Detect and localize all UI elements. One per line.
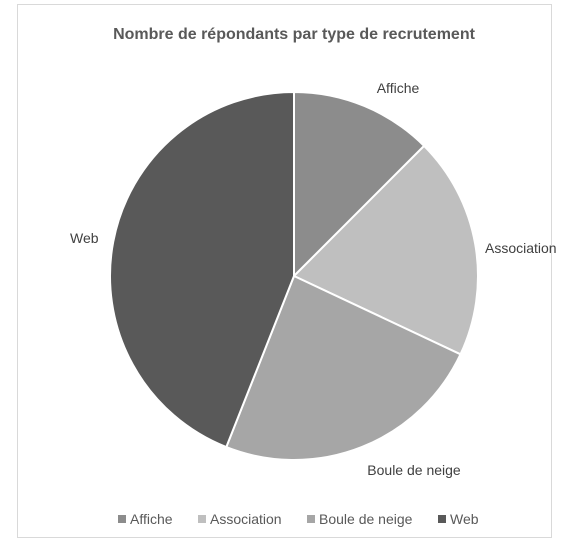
slice-label-association: Association bbox=[485, 240, 557, 256]
pie-slice-boule-de-neige bbox=[224, 274, 462, 461]
legend-item-boule-de-neige: Boule de neige bbox=[307, 511, 413, 527]
slice-label-web: Web bbox=[70, 230, 99, 246]
legend-label-affiche: Affiche bbox=[130, 511, 173, 527]
chart-title: Nombre de répondants par type de recrute… bbox=[113, 26, 476, 43]
pie-slice-affiche bbox=[293, 90, 426, 279]
legend-item-affiche: Affiche bbox=[118, 511, 173, 527]
legend-label-boule-de-neige: Boule de neige bbox=[319, 511, 413, 527]
slice-labels: Affiche Association Boule de neige Web bbox=[70, 80, 557, 478]
slice-label-affiche: Affiche bbox=[377, 80, 420, 96]
pie-slice-association bbox=[292, 144, 479, 356]
slice-label-boule-de-neige: Boule de neige bbox=[367, 462, 461, 478]
legend-item-web: Web bbox=[438, 511, 479, 527]
pie-slices bbox=[109, 90, 479, 461]
legend-label-web: Web bbox=[450, 511, 479, 527]
legend: Affiche Association Boule de neige Web bbox=[118, 511, 479, 527]
legend-swatch-association bbox=[198, 515, 206, 523]
legend-swatch-boule-de-neige bbox=[307, 515, 315, 523]
legend-label-association: Association bbox=[210, 511, 282, 527]
legend-swatch-web bbox=[438, 515, 446, 523]
pie-slice-web bbox=[109, 90, 295, 449]
legend-swatch-affiche bbox=[118, 515, 126, 523]
legend-item-association: Association bbox=[198, 511, 282, 527]
